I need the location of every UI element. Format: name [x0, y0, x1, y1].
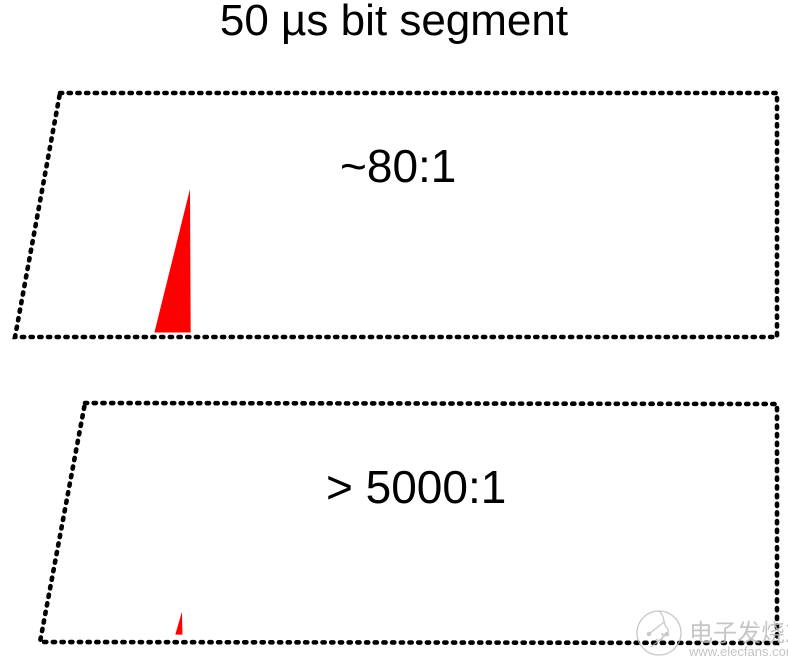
svg-text:www.elecfans.com: www.elecfans.com [688, 644, 788, 659]
svg-text:电子发烧友: 电子发烧友 [689, 620, 788, 647]
